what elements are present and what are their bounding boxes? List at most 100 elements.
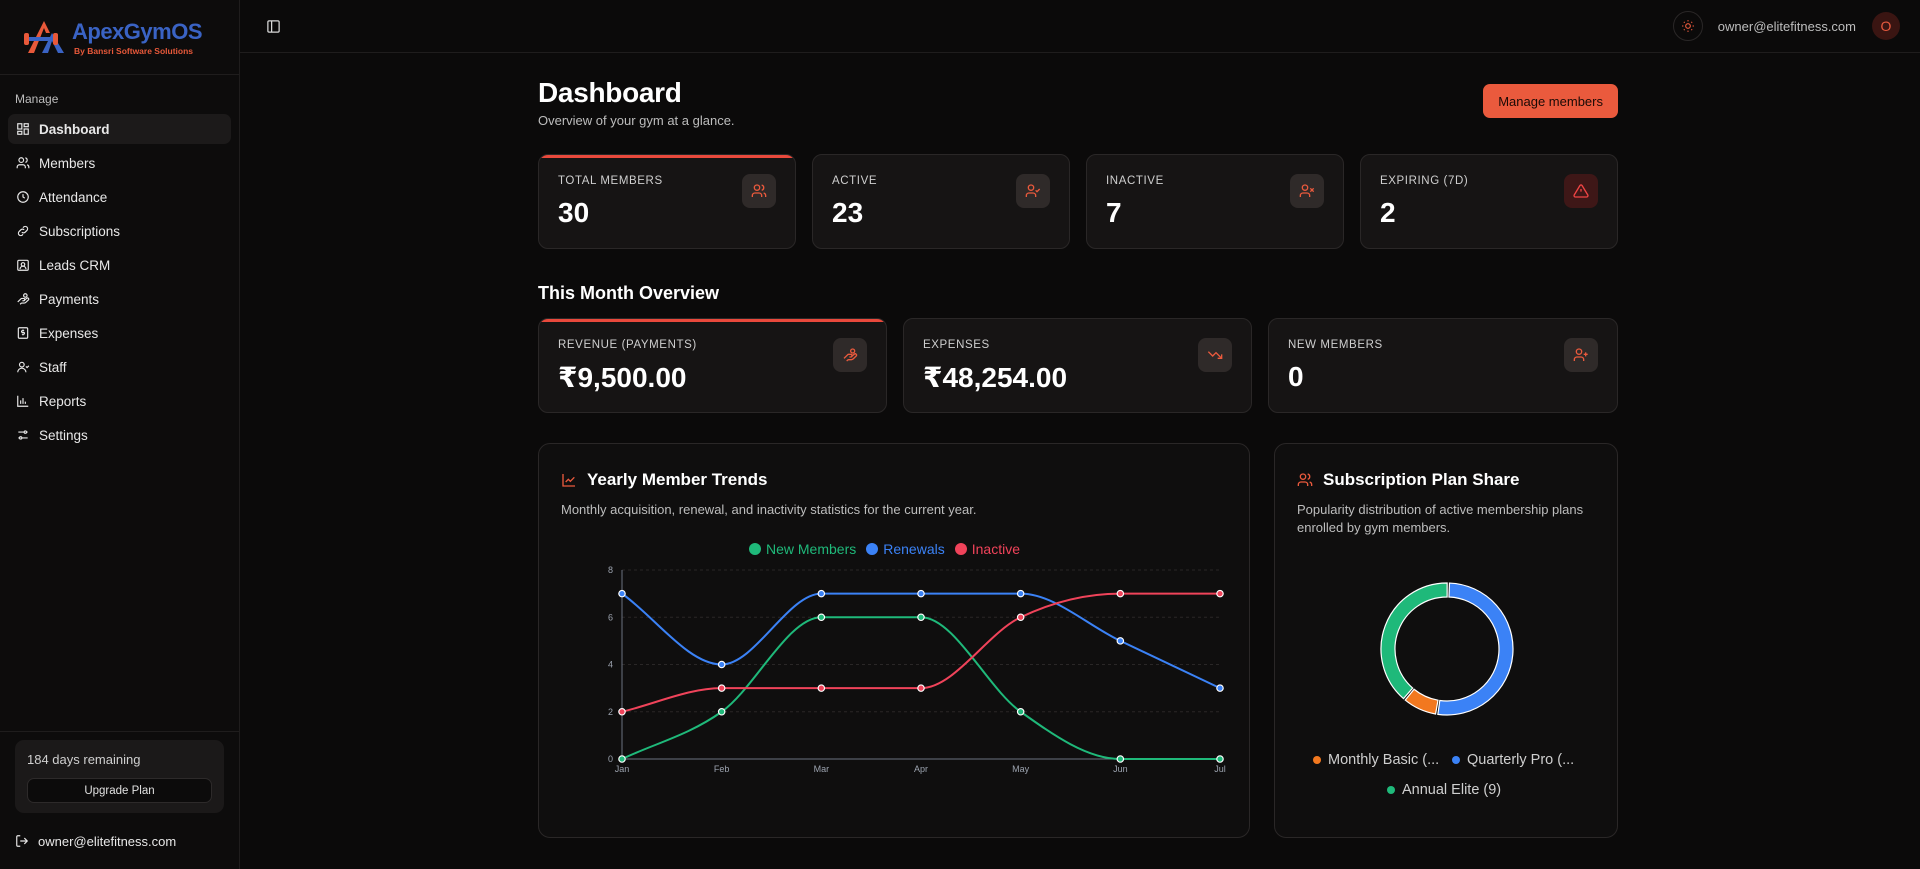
data-point-inactive[interactable] <box>917 684 925 692</box>
data-point-renewals[interactable] <box>618 589 626 598</box>
data-point-renewals[interactable] <box>1216 684 1224 692</box>
logo-icon <box>24 21 64 53</box>
data-point-new-members[interactable] <box>1116 755 1125 763</box>
stat-icon-box <box>1016 174 1050 208</box>
page-header: Dashboard Overview of your gym at a glan… <box>538 77 1618 128</box>
data-point-inactive[interactable] <box>717 684 726 692</box>
sidebar-item-subscriptions[interactable]: Subscriptions <box>8 216 231 246</box>
data-point-new-members[interactable] <box>817 613 826 622</box>
theme-toggle-button[interactable] <box>1672 11 1703 41</box>
pie-legend-item-monthly-basic[interactable]: Monthly Basic (... <box>1313 752 1439 768</box>
manage-members-button[interactable]: Manage members <box>1483 84 1618 118</box>
data-point-renewals[interactable] <box>917 589 925 598</box>
stat-card-total-members: TOTAL MEMBERS 30 <box>538 154 796 249</box>
legend-swatch <box>1313 756 1321 764</box>
sidebar-item-reports[interactable]: Reports <box>8 386 231 416</box>
topbar-email: owner@elitefitness.com <box>1717 18 1856 34</box>
stat-value: 0 <box>1288 361 1304 392</box>
sidebar: ApexGymOS By Bansri Software Solutions M… <box>0 0 240 869</box>
legend-item-new-members[interactable]: New Members <box>749 541 856 557</box>
sidebar-item-label: Payments <box>39 291 100 307</box>
brand-subtitle: By Bansri Software Solutions <box>74 45 194 56</box>
chart-panels: Yearly Member Trends Monthly acquisition… <box>538 443 1618 838</box>
stat-card-revenue: REVENUE (PAYMENTS) ₹9,500.00 <box>538 318 887 413</box>
data-point-inactive[interactable] <box>1216 589 1224 598</box>
legend-label: New Members <box>766 541 857 557</box>
pie-legend-item-annual-elite[interactable]: Annual Elite (9) <box>1387 782 1501 798</box>
x-tick-label: Jul <box>1214 764 1226 774</box>
upgrade-plan-button[interactable]: Upgrade Plan <box>27 778 212 803</box>
logout-icon <box>16 835 29 847</box>
plan-share-panel: Subscription Plan Share Popularity distr… <box>1274 443 1618 838</box>
main-area: owner@elitefitness.com O Dashboard Overv… <box>240 0 1920 869</box>
sidebar-item-members[interactable]: Members <box>8 148 231 178</box>
sidebar-toggle-button[interactable] <box>260 13 286 39</box>
x-tick-label: Apr <box>914 764 928 774</box>
data-point-renewals[interactable] <box>817 589 826 598</box>
stat-card-new-members: NEW MEMBERS 0 <box>1268 318 1618 413</box>
sidebar-item-label: Expenses <box>39 325 99 341</box>
data-point-new-members[interactable] <box>717 707 726 716</box>
data-point-new-members[interactable] <box>618 755 626 763</box>
sidebar-nav: Dashboard Members Attendance Subscriptio… <box>0 114 239 454</box>
panel-left-icon <box>266 19 280 33</box>
x-tick-label: Jun <box>1113 764 1128 774</box>
sidebar-item-label: Attendance <box>39 189 108 205</box>
stat-icon-box <box>1564 338 1598 372</box>
stat-label: ACTIVE <box>832 175 878 187</box>
stat-value: 23 <box>832 197 864 228</box>
x-tick-label: Mar <box>814 764 830 774</box>
avatar[interactable]: O <box>1872 12 1900 40</box>
stat-card-expiring: EXPIRING (7D) 2 <box>1360 154 1618 249</box>
logout-link[interactable]: owner@elitefitness.com <box>0 813 239 869</box>
legend-label: Annual Elite (9) <box>1402 782 1502 798</box>
user-x-icon <box>1299 184 1315 197</box>
data-point-renewals[interactable] <box>1016 589 1025 598</box>
sidebar-item-staff[interactable]: Staff <box>8 352 231 382</box>
panel-title: Yearly Member Trends <box>561 470 767 490</box>
y-tick-label: 8 <box>608 565 613 575</box>
legend-label: Inactive <box>971 541 1020 557</box>
data-point-inactive[interactable] <box>1016 613 1025 622</box>
pie-slice-quarterly-pro[interactable] <box>1437 582 1514 716</box>
month-stats: REVENUE (PAYMENTS) ₹9,500.00 EXPENSES ₹4… <box>538 318 1618 413</box>
stat-icon-box <box>742 174 776 208</box>
legend-item-renewals[interactable]: Renewals <box>866 541 945 557</box>
trending-down-icon <box>1207 351 1223 359</box>
sidebar-item-dashboard[interactable]: Dashboard <box>8 114 231 144</box>
data-point-inactive[interactable] <box>1116 589 1125 598</box>
sidebar-item-payments[interactable]: Payments <box>8 284 231 314</box>
pie-slice-monthly-basic[interactable] <box>1404 688 1439 715</box>
sliders-icon <box>18 430 28 440</box>
brand[interactable]: ApexGymOS By Bansri Software Solutions <box>0 0 239 75</box>
x-tick-label: May <box>1012 764 1030 774</box>
stat-label: NEW MEMBERS <box>1288 339 1383 351</box>
x-tick-label: Feb <box>714 764 730 774</box>
sidebar-item-leads-crm[interactable]: Leads CRM <box>8 250 231 280</box>
dashboard-content: Dashboard Overview of your gym at a glan… <box>538 77 1618 838</box>
bar-chart-icon <box>17 395 29 407</box>
data-point-renewals[interactable] <box>717 660 726 669</box>
data-point-inactive[interactable] <box>817 684 826 692</box>
sidebar-item-expenses[interactable]: Expenses <box>8 318 231 348</box>
stat-icon-box <box>1564 174 1598 208</box>
stat-value: 2 <box>1380 197 1396 228</box>
stat-label: REVENUE (PAYMENTS) <box>558 339 697 351</box>
sidebar-item-settings[interactable]: Settings <box>8 420 231 450</box>
topbar: owner@elitefitness.com O <box>240 0 1920 53</box>
sidebar-item-attendance[interactable]: Attendance <box>8 182 231 212</box>
page-title: Dashboard <box>538 77 682 108</box>
pie-slice-annual-elite[interactable] <box>1380 582 1448 700</box>
legend-item-inactive[interactable]: Inactive <box>954 541 1020 557</box>
data-point-new-members[interactable] <box>1016 707 1025 716</box>
data-point-new-members[interactable] <box>917 613 925 622</box>
data-point-new-members[interactable] <box>1216 755 1224 763</box>
donut-chart <box>1380 582 1514 716</box>
data-point-inactive[interactable] <box>618 707 626 716</box>
pie-legend-item-quarterly-pro[interactable]: Quarterly Pro (... <box>1452 752 1574 768</box>
data-point-renewals[interactable] <box>1116 637 1125 645</box>
stat-label: TOTAL MEMBERS <box>558 175 663 187</box>
nav-section-label: Manage <box>15 92 59 106</box>
stat-value: ₹9,500.00 <box>558 362 687 393</box>
user-plus-icon <box>1573 348 1588 361</box>
